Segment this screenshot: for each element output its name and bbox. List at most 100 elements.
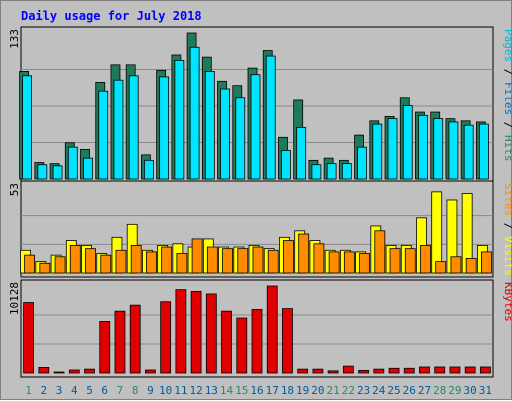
legend-entry: Hits: [502, 135, 512, 162]
bar-files-day-20: [311, 164, 322, 180]
bar-kbytes-day-27: [419, 366, 430, 374]
day-label-20: 20: [311, 384, 324, 397]
max-label: 133: [8, 29, 21, 49]
bar-files-day-6: [98, 90, 109, 180]
bar-files-day-15: [235, 97, 246, 180]
bar-kbytes-day-6: [99, 321, 111, 374]
bar-sites-day-13: [206, 246, 218, 274]
bar-sites-day-14: [222, 248, 233, 274]
legend-entry: KBytes: [502, 282, 512, 322]
bar-sites-day-11: [176, 253, 188, 274]
bar-sites-day-25: [389, 248, 401, 274]
bar-files-day-30: [463, 124, 474, 180]
day-label-12: 12: [189, 384, 202, 397]
bar-kbytes-day-28: [434, 366, 446, 374]
day-label-4: 4: [71, 384, 78, 397]
bar-sites-day-9: [146, 251, 157, 274]
legend-kbytes: KBytes: [502, 282, 512, 322]
bar-kbytes-day-19: [297, 368, 309, 374]
bar-sites-day-15: [237, 248, 249, 274]
legend-visits-sites: Sites / Visits: [502, 183, 512, 276]
bar-files-day-27: [418, 114, 428, 180]
bar-kbytes-day-20: [312, 368, 324, 374]
day-label-11: 11: [174, 384, 187, 397]
bar-kbytes-day-7: [114, 310, 126, 374]
bar-files-day-8: [128, 75, 139, 180]
bar-sites-day-8: [130, 245, 142, 274]
bar-sites-day-2: [39, 262, 51, 274]
bar-sites-day-23: [359, 253, 370, 274]
bar-files-day-11: [174, 60, 185, 180]
bar-kbytes-day-31: [479, 366, 491, 374]
day-label-29: 29: [448, 384, 461, 397]
panel-kbytes: 10128 KBytes: [8, 279, 512, 378]
bar-sites-day-28: [435, 261, 447, 274]
day-label-21: 21: [327, 384, 340, 397]
day-labels: 1 2 3 4 5 6 7 8 9 10 11 12 13 14 15 16 17 18 19 20 21 22 23 24 2…: [25, 384, 492, 397]
bar-kbytes-day-15: [236, 317, 248, 374]
bar-files-day-5: [83, 157, 93, 180]
bar-sites-day-1: [24, 254, 36, 274]
bar-sites-day-6: [100, 254, 112, 274]
bar-files-day-12: [189, 46, 200, 180]
bar-files-day-16: [250, 74, 261, 180]
day-label-6: 6: [101, 384, 108, 397]
bar-kbytes-day-18: [282, 308, 293, 374]
day-label-2: 2: [41, 384, 48, 397]
max-label: 53: [8, 183, 21, 196]
day-label-18: 18: [281, 384, 294, 397]
day-label-16: 16: [250, 384, 263, 397]
legend-entry: /: [502, 62, 512, 82]
bar-kbytes-day-25: [388, 367, 400, 374]
day-label-7: 7: [117, 384, 124, 397]
bar-files-day-23: [357, 146, 367, 180]
day-label-10: 10: [159, 384, 172, 397]
day-label-19: 19: [296, 384, 309, 397]
bar-kbytes-day-17: [266, 285, 278, 374]
day-label-8: 8: [132, 384, 139, 397]
bar-kbytes-day-23: [358, 370, 369, 374]
bar-files-day-28: [433, 118, 444, 180]
legend-entry: /: [502, 216, 512, 236]
chart-title: Daily usage for July 2018: [21, 9, 202, 23]
bar-kbytes-day-4: [68, 369, 80, 374]
day-label-23: 23: [357, 384, 370, 397]
bar-kbytes-day-21: [327, 370, 339, 374]
bar-kbytes-day-14: [221, 310, 232, 374]
day-label-22: 22: [342, 384, 355, 397]
bar-files-day-9: [144, 159, 154, 180]
bar-sites-day-27: [420, 245, 431, 274]
bar-kbytes-day-26: [403, 367, 415, 374]
day-label-3: 3: [56, 384, 63, 397]
day-label-17: 17: [266, 384, 279, 397]
bar-files-day-24: [372, 123, 383, 180]
bar-sites-day-17: [267, 249, 279, 274]
bar-files-day-25: [387, 118, 398, 180]
bar-files-day-18: [281, 150, 291, 180]
day-label-30: 30: [464, 384, 477, 397]
bar-kbytes-day-24: [373, 368, 385, 374]
bar-files-day-13: [204, 71, 215, 180]
bar-kbytes-day-5: [84, 368, 95, 374]
bar-files-day-2: [37, 164, 48, 180]
bar-sites-day-3: [54, 256, 66, 274]
legend-hits-files-pages: Pages / Files / Hits: [502, 29, 512, 162]
bar-kbytes-day-9: [145, 369, 156, 374]
day-label-5: 5: [86, 384, 93, 397]
bar-sites-day-16: [252, 246, 264, 274]
bar-kbytes-day-8: [129, 304, 141, 374]
bar-files-day-10: [159, 76, 170, 180]
day-label-31: 31: [479, 384, 492, 397]
bar-sites-day-22: [343, 251, 355, 274]
bar-sites-day-26: [404, 248, 416, 274]
bar-files-day-3: [52, 165, 63, 180]
bar-files-day-4: [67, 146, 78, 180]
bar-files-day-21: [326, 163, 337, 180]
bar-sites-day-24: [374, 230, 386, 274]
bar-kbytes-day-12: [190, 290, 202, 374]
legend-entry: Files: [502, 82, 512, 115]
panel-visits-sites: 53 Sites / Visits: [8, 180, 512, 278]
bar-sites-day-30: [465, 257, 477, 274]
